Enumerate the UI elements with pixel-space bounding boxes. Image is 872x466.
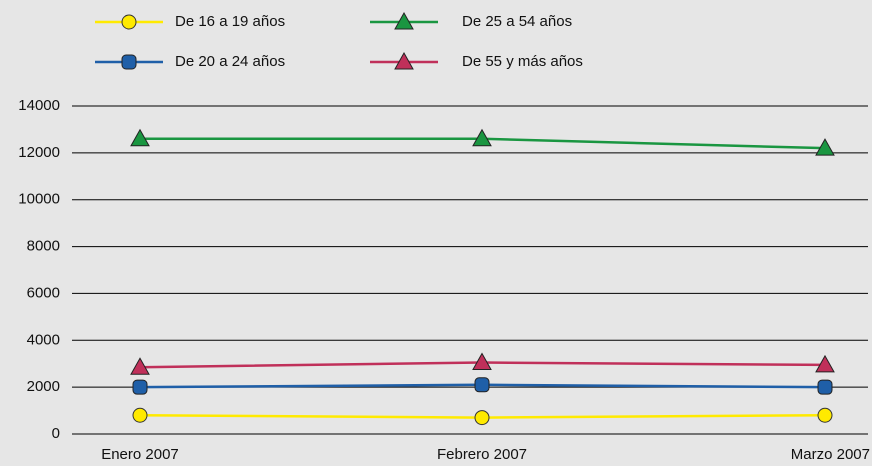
marker — [472, 352, 492, 371]
y-tick-label: 2000 — [27, 378, 60, 395]
y-tick-label: 12000 — [18, 144, 60, 161]
marker — [815, 354, 835, 373]
y-tick-label: 6000 — [27, 284, 60, 301]
marker — [130, 357, 150, 375]
marker — [472, 128, 492, 147]
marker — [474, 377, 490, 393]
y-tick-label: 14000 — [18, 97, 60, 114]
marker — [132, 407, 148, 423]
marker — [132, 379, 148, 395]
marker — [815, 138, 835, 156]
x-tick-label: Febrero 2007 — [437, 446, 527, 463]
marker — [474, 410, 490, 426]
marker — [394, 11, 414, 30]
x-tick-label: Marzo 2007 — [791, 446, 870, 463]
legend-label: De 20 a 24 años — [175, 53, 285, 70]
marker — [121, 14, 137, 30]
y-tick-label: 0 — [52, 425, 60, 442]
marker — [817, 407, 833, 423]
legend-label: De 16 a 19 años — [175, 13, 285, 30]
y-tick-label: 8000 — [27, 238, 60, 255]
marker — [817, 379, 833, 395]
y-tick-label: 4000 — [27, 331, 60, 348]
legend-label: De 25 a 54 años — [462, 13, 572, 30]
y-tick-label: 10000 — [18, 191, 60, 208]
marker — [130, 128, 150, 147]
marker — [394, 51, 414, 70]
x-tick-label: Enero 2007 — [101, 446, 179, 463]
legend-label: De 55 y más años — [462, 53, 583, 70]
marker — [121, 54, 137, 70]
